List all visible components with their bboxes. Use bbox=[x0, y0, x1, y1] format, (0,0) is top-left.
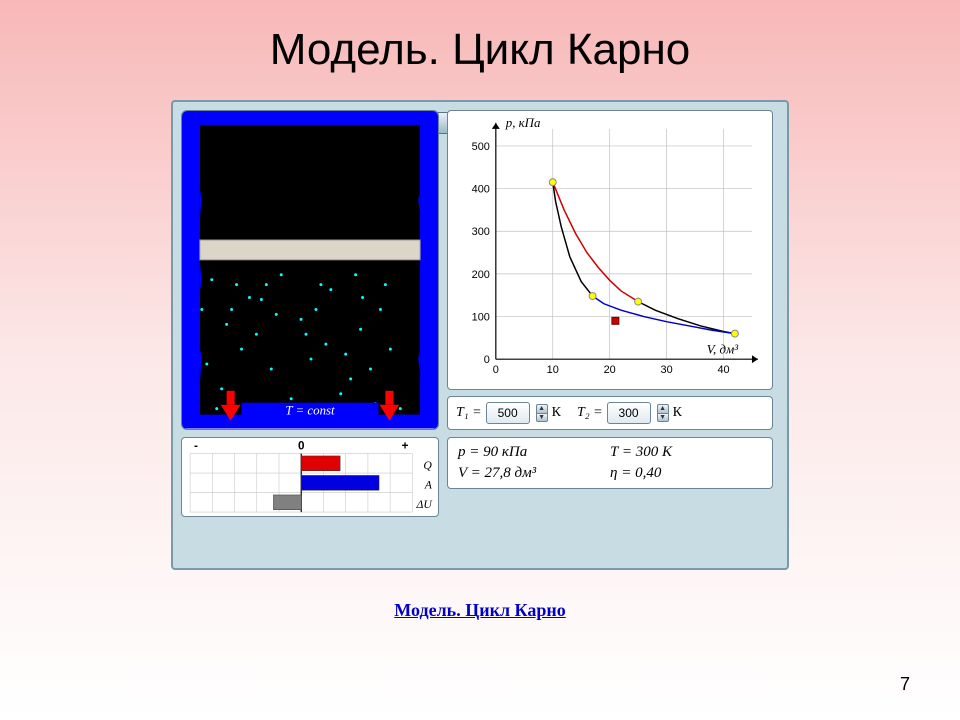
t2-unit: К bbox=[673, 405, 682, 421]
svg-text:500: 500 bbox=[472, 141, 490, 153]
pv-chart-panel: 0102030400100200300400500p, кПаV, дм³ bbox=[447, 110, 773, 390]
t2-value: 300 bbox=[612, 406, 646, 420]
chevron-down-icon[interactable]: ▼ bbox=[536, 413, 548, 422]
svg-text:p, кПа: p, кПа bbox=[505, 116, 541, 130]
t2-label: T₂ = bbox=[577, 405, 603, 421]
efficiency-readout: η = 0,40 bbox=[610, 465, 762, 482]
svg-text:200: 200 bbox=[472, 269, 490, 281]
svg-text:300: 300 bbox=[472, 226, 490, 238]
t2-spinner[interactable]: ▲▼ bbox=[657, 404, 669, 422]
svg-text:0: 0 bbox=[484, 354, 490, 366]
t1-spinner[interactable]: ▲▼ bbox=[536, 404, 548, 422]
chevron-up-icon[interactable]: ▲ bbox=[657, 404, 669, 413]
svg-text:-: - bbox=[194, 440, 198, 453]
svg-text:+: + bbox=[402, 440, 409, 453]
svg-text:Q: Q bbox=[423, 459, 432, 472]
t1-input[interactable]: 500 bbox=[486, 402, 530, 424]
svg-text:40: 40 bbox=[717, 364, 729, 376]
simulation-canvas: T = const bbox=[182, 111, 438, 429]
readout-panel: p = 90 кПа T = 300 К V = 27,8 дм³ η = 0,… bbox=[447, 437, 773, 489]
svg-text:0: 0 bbox=[298, 440, 305, 453]
svg-text:400: 400 bbox=[472, 184, 490, 196]
chevron-down-icon[interactable]: ▼ bbox=[657, 413, 669, 422]
svg-text:30: 30 bbox=[661, 364, 673, 376]
svg-text:A: A bbox=[424, 478, 433, 491]
svg-text:20: 20 bbox=[604, 364, 616, 376]
energy-bar-chart: - 0 + QA ΔU bbox=[182, 438, 438, 516]
sim-label: T = const bbox=[285, 404, 335, 418]
t1-unit: К bbox=[552, 405, 561, 421]
page-number: 7 bbox=[900, 674, 910, 695]
svg-text:0: 0 bbox=[493, 364, 499, 376]
page-title: Модель. Цикл Карно bbox=[0, 0, 960, 75]
temperature-panel: T₁ = 500 ▲▼ К T₂ = 300 ▲▼ К bbox=[447, 396, 773, 430]
chevron-up-icon[interactable]: ▲ bbox=[536, 404, 548, 413]
pv-chart: 0102030400100200300400500p, кПаV, дм³ bbox=[448, 111, 772, 389]
svg-text:100: 100 bbox=[472, 312, 490, 324]
volume-readout: V = 27,8 дм³ bbox=[458, 465, 610, 482]
svg-text:V, дм³: V, дм³ bbox=[707, 342, 739, 356]
simulation-panel: T = const bbox=[181, 110, 439, 430]
pressure-readout: p = 90 кПа bbox=[458, 444, 610, 461]
t2-input[interactable]: 300 bbox=[607, 402, 651, 424]
svg-text:10: 10 bbox=[547, 364, 559, 376]
model-link[interactable]: Модель. Цикл Карно bbox=[0, 600, 960, 621]
t1-value: 500 bbox=[491, 406, 525, 420]
temperature-readout: T = 300 К bbox=[610, 444, 762, 461]
svg-text:ΔU: ΔU bbox=[416, 498, 434, 511]
app-window: T = const 0102030400100200300400500p, кП… bbox=[171, 100, 789, 570]
energy-bar-panel: - 0 + QA ΔU bbox=[181, 437, 439, 517]
t1-label: T₁ = bbox=[456, 405, 482, 421]
